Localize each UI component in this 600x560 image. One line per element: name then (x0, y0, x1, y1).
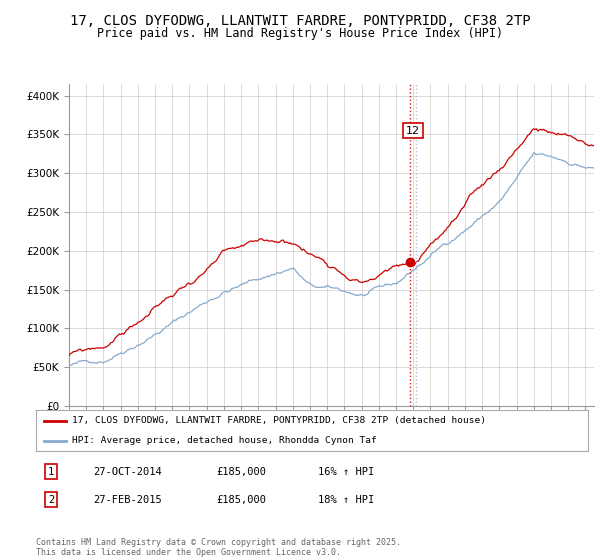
Text: Contains HM Land Registry data © Crown copyright and database right 2025.
This d: Contains HM Land Registry data © Crown c… (36, 538, 401, 557)
Text: 17, CLOS DYFODWG, LLANTWIT FARDRE, PONTYPRIDD, CF38 2TP: 17, CLOS DYFODWG, LLANTWIT FARDRE, PONTY… (70, 14, 530, 28)
Text: 16% ↑ HPI: 16% ↑ HPI (318, 466, 374, 477)
Text: 18% ↑ HPI: 18% ↑ HPI (318, 494, 374, 505)
Text: 1: 1 (48, 466, 54, 477)
Text: 17, CLOS DYFODWG, LLANTWIT FARDRE, PONTYPRIDD, CF38 2TP (detached house): 17, CLOS DYFODWG, LLANTWIT FARDRE, PONTY… (72, 416, 486, 425)
Text: 27-OCT-2014: 27-OCT-2014 (93, 466, 162, 477)
Text: 27-FEB-2015: 27-FEB-2015 (93, 494, 162, 505)
Text: Price paid vs. HM Land Registry's House Price Index (HPI): Price paid vs. HM Land Registry's House … (97, 27, 503, 40)
Text: HPI: Average price, detached house, Rhondda Cynon Taf: HPI: Average price, detached house, Rhon… (72, 436, 377, 445)
Text: 12: 12 (406, 125, 421, 136)
Text: £185,000: £185,000 (216, 466, 266, 477)
Text: £185,000: £185,000 (216, 494, 266, 505)
Text: 2: 2 (48, 494, 54, 505)
